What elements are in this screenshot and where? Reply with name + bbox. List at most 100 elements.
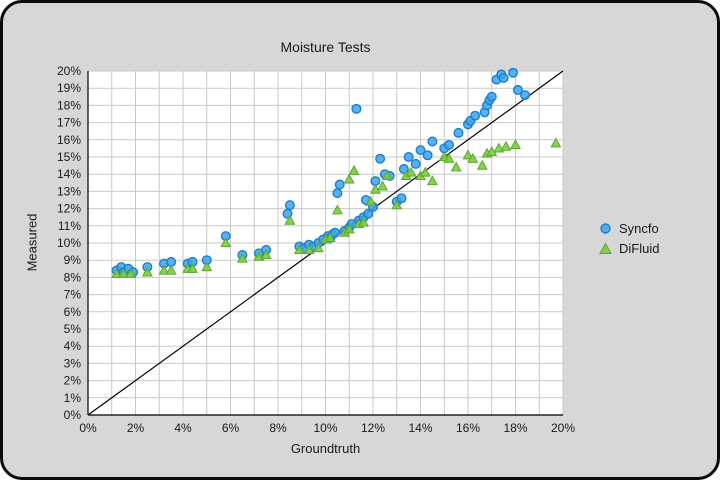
svg-text:20%: 20% — [57, 64, 81, 78]
series-syncfo — [111, 67, 531, 278]
data-point — [427, 136, 438, 147]
circle-marker-icon — [600, 223, 611, 234]
data-point — [220, 237, 232, 248]
data-point — [381, 170, 393, 181]
svg-text:2%: 2% — [127, 421, 145, 435]
data-point — [334, 179, 345, 190]
data-point — [450, 161, 462, 172]
y-axis-label: Measured — [24, 213, 40, 272]
data-point — [375, 153, 386, 164]
data-point — [467, 152, 479, 163]
svg-text:10%: 10% — [313, 421, 337, 435]
svg-text:0%: 0% — [64, 408, 82, 422]
data-point — [486, 91, 497, 102]
triangle-marker-icon — [599, 242, 612, 254]
data-point — [377, 180, 388, 191]
legend-item-syncfo: Syncfo — [599, 221, 659, 236]
data-point — [508, 67, 519, 78]
data-point — [331, 204, 343, 215]
svg-text:4%: 4% — [174, 421, 192, 435]
data-point — [343, 223, 355, 234]
svg-text:0%: 0% — [79, 421, 97, 435]
data-point — [343, 173, 355, 184]
data-point — [332, 188, 343, 199]
svg-text:19%: 19% — [57, 81, 81, 95]
data-point — [111, 268, 122, 279]
data-point — [410, 158, 421, 169]
svg-text:3%: 3% — [64, 356, 82, 370]
svg-text:20%: 20% — [551, 421, 575, 435]
svg-text:14%: 14% — [408, 421, 432, 435]
svg-text:10%: 10% — [57, 236, 81, 250]
svg-text:4%: 4% — [64, 339, 82, 353]
svg-text:12%: 12% — [57, 202, 81, 216]
tick-labels: 0% 2% 4% 6% 8% 10% 12% 14% 16% 18% 20% 0% 1% 2% 3% 4% 5%… — [57, 64, 575, 435]
data-point — [403, 151, 414, 162]
data-point — [520, 90, 531, 101]
data-point — [550, 137, 562, 148]
legend-item-difluid: DiFluid — [599, 241, 659, 256]
svg-text:14%: 14% — [57, 167, 81, 181]
data-point — [293, 244, 305, 254]
svg-text:11%: 11% — [58, 219, 81, 233]
data-point — [303, 244, 315, 254]
svg-text:12%: 12% — [361, 421, 385, 435]
data-point — [405, 166, 417, 177]
scatter-plot: 0% 2% 4% 6% 8% 10% 12% 14% 16% 18% 20% 0% 1% 2% 3% 4% 5%… — [57, 64, 575, 435]
triangle-marker-shape — [599, 242, 612, 254]
data-point — [365, 195, 377, 206]
svg-text:1%: 1% — [64, 391, 82, 405]
svg-text:18%: 18% — [503, 421, 527, 435]
axes — [87, 71, 563, 416]
data-point — [462, 149, 474, 160]
svg-text:5%: 5% — [64, 322, 82, 336]
data-point — [125, 268, 137, 279]
data-point — [396, 193, 407, 204]
data-point — [419, 166, 431, 177]
data-point — [510, 139, 521, 150]
data-point — [284, 200, 295, 211]
legend: Syncfo DiFluid — [599, 221, 659, 256]
data-point — [351, 103, 362, 114]
data-point — [476, 159, 488, 170]
data-point — [141, 266, 153, 277]
svg-text:17%: 17% — [57, 116, 81, 130]
svg-text:2%: 2% — [64, 374, 82, 388]
data-point — [512, 84, 523, 95]
data-point — [348, 164, 360, 175]
data-point — [165, 264, 177, 275]
data-point — [358, 216, 369, 227]
data-point — [453, 127, 464, 138]
data-point — [312, 242, 324, 253]
svg-text:9%: 9% — [64, 253, 82, 267]
x-axis-label: Groundtruth — [290, 441, 361, 456]
data-point — [415, 145, 426, 156]
chart-title: Moisture Tests — [280, 39, 371, 55]
svg-text:18%: 18% — [57, 98, 81, 112]
svg-text:8%: 8% — [64, 270, 82, 284]
data-point — [158, 264, 170, 275]
svg-text:15%: 15% — [57, 150, 81, 164]
data-point — [470, 110, 481, 121]
data-point — [236, 252, 248, 263]
legend-label-difluid: DiFluid — [619, 241, 660, 256]
circle-marker-shape — [600, 223, 611, 234]
svg-text:16%: 16% — [57, 133, 81, 147]
svg-text:6%: 6% — [222, 421, 240, 435]
legend-label-syncfo: Syncfo — [619, 221, 659, 236]
data-point — [260, 249, 272, 260]
data-point — [330, 227, 341, 238]
svg-text:16%: 16% — [456, 421, 480, 435]
data-point — [118, 268, 130, 279]
svg-text:8%: 8% — [269, 421, 287, 435]
data-point — [500, 140, 512, 151]
svg-text:6%: 6% — [64, 305, 82, 319]
svg-text:13%: 13% — [57, 184, 81, 198]
data-point — [443, 152, 455, 163]
series-difluid — [111, 137, 562, 279]
data-point — [284, 214, 296, 225]
data-point — [324, 231, 336, 242]
data-point — [498, 72, 509, 83]
data-point — [391, 199, 403, 210]
